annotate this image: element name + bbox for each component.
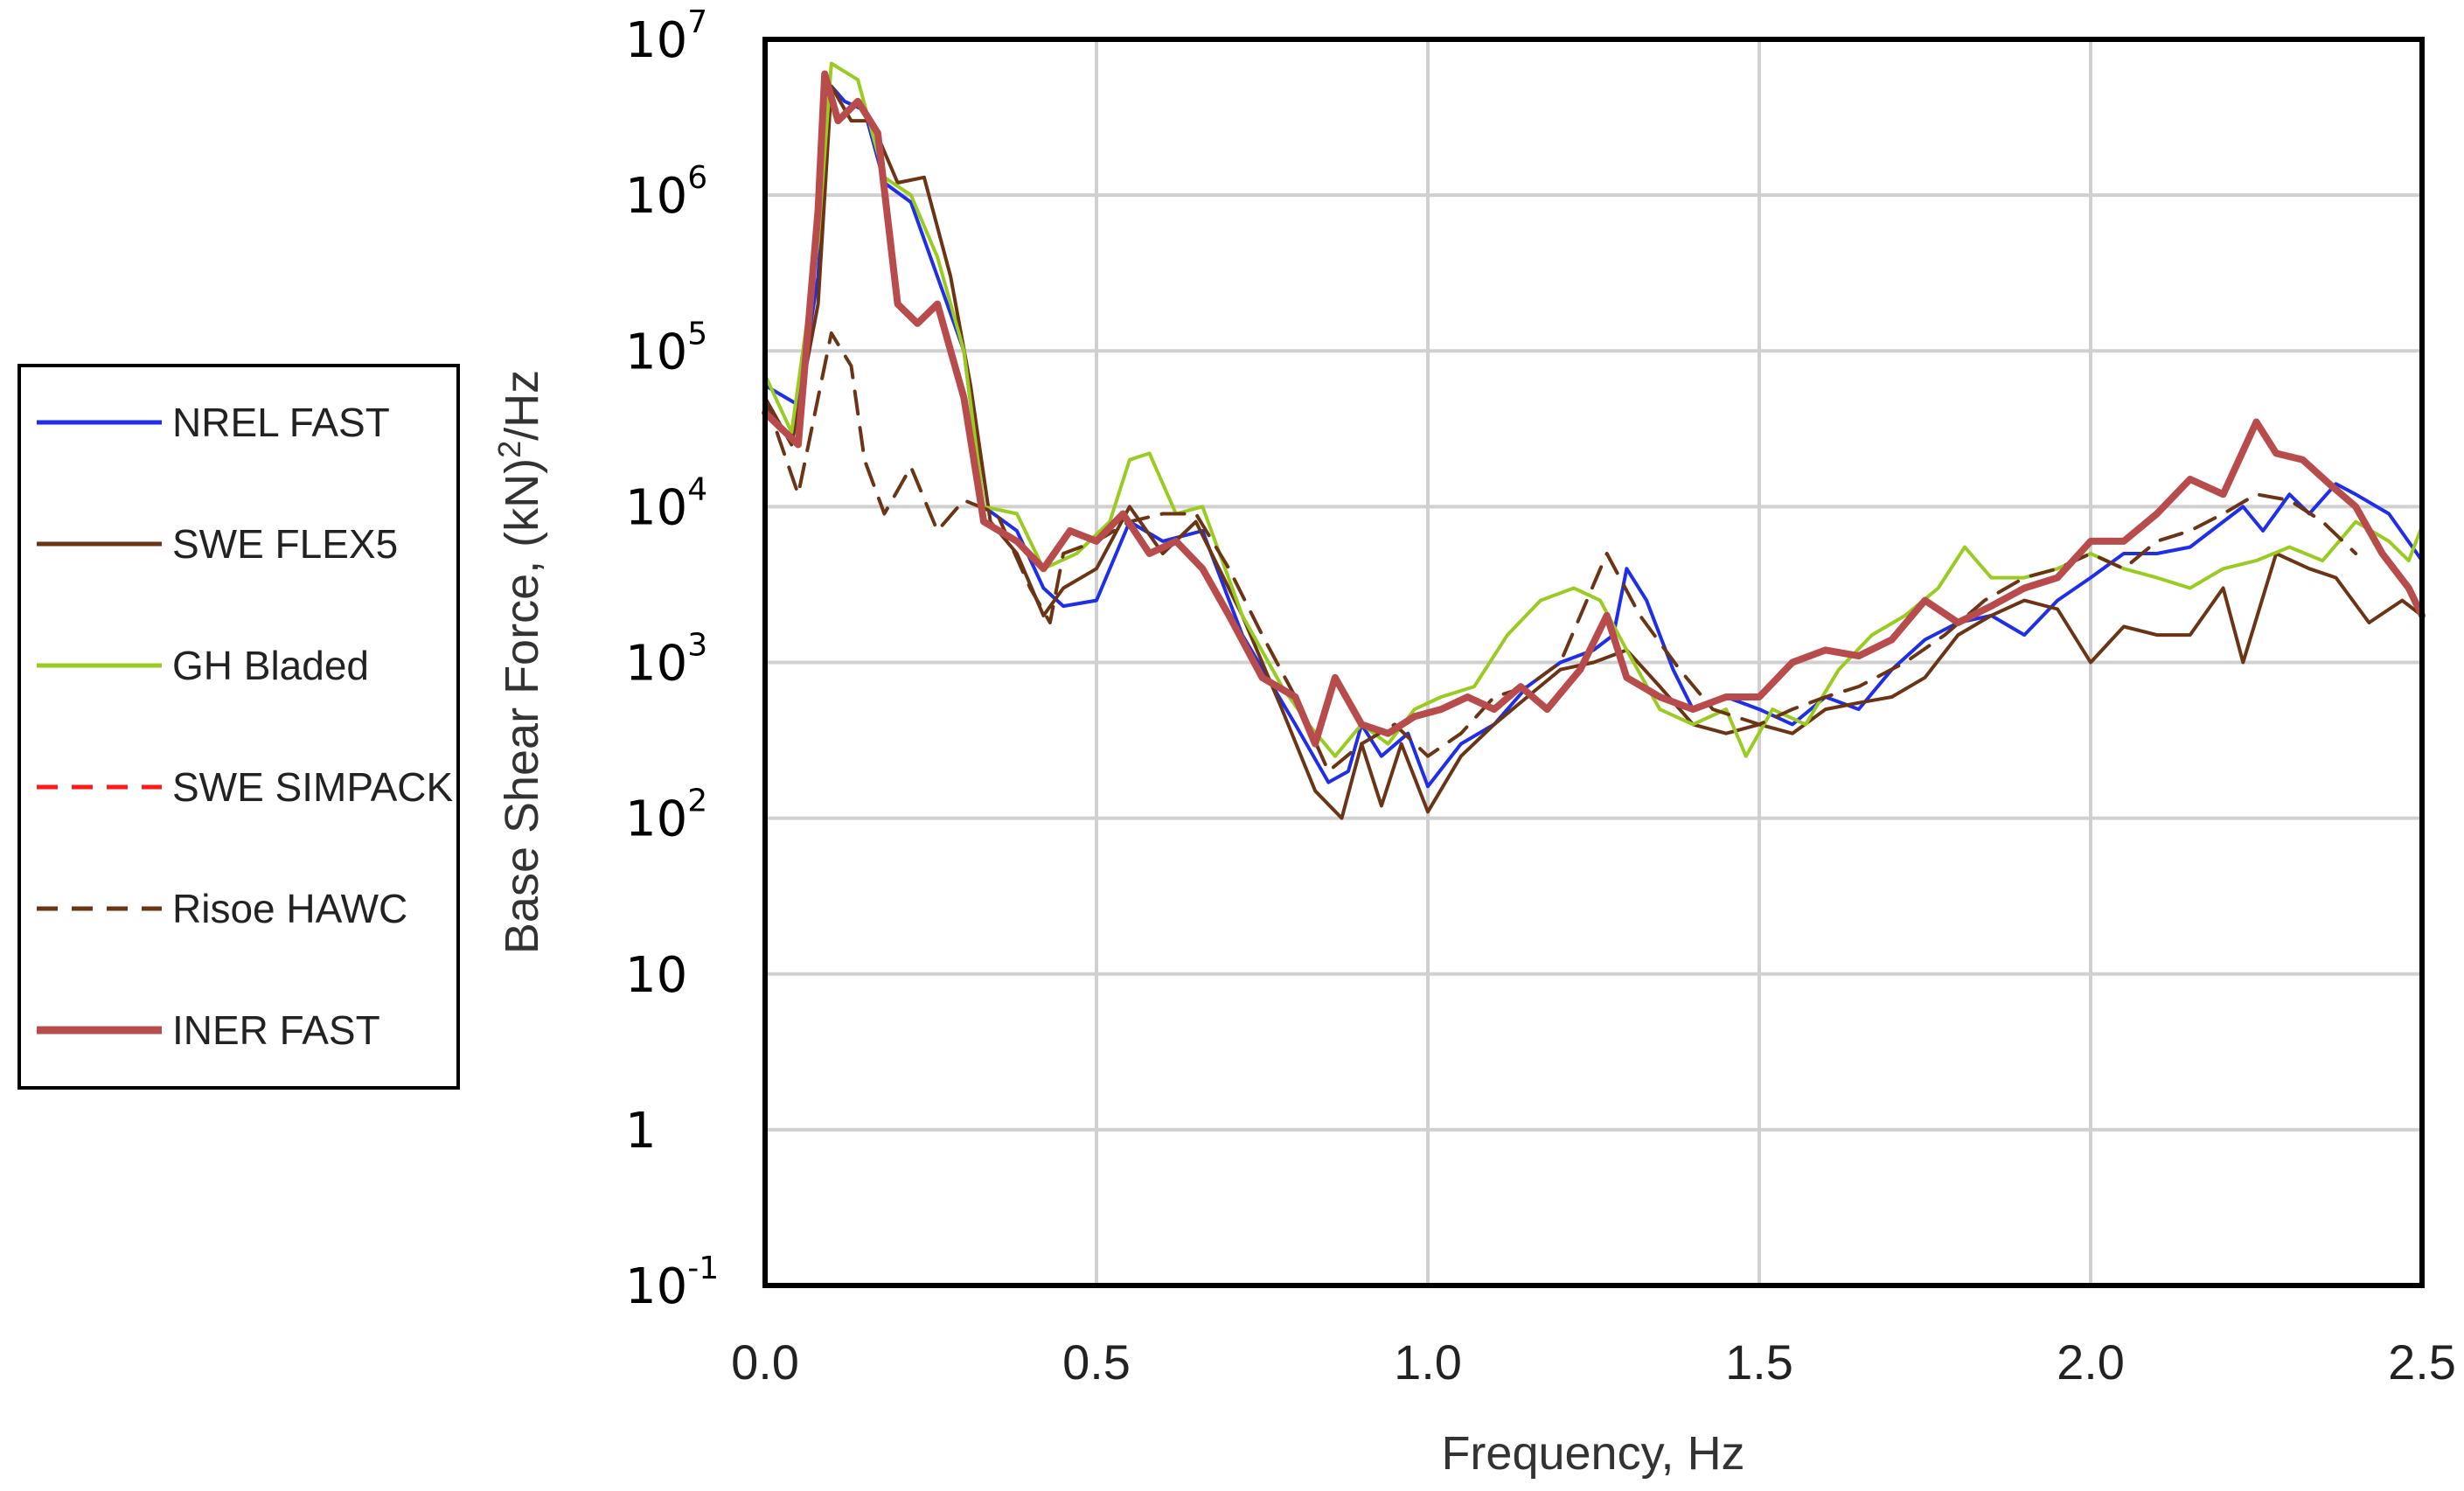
plot-frame bbox=[762, 37, 2425, 1288]
legend-item-iner-fast: INER FAST bbox=[37, 1007, 380, 1053]
y-tick-exponent: 7 bbox=[687, 4, 707, 40]
x-axis-label: Frequency, Hz bbox=[1441, 1427, 1744, 1480]
legend-item-gh-bladed: GH Bladed bbox=[37, 643, 369, 688]
y-tick-base: 10 bbox=[625, 168, 687, 225]
series-lines bbox=[762, 61, 2426, 820]
y-tick-label: 105 bbox=[625, 316, 707, 380]
legend-label: SWE SIMPACK bbox=[172, 764, 454, 810]
y-tick-base: 10 bbox=[625, 791, 687, 848]
legend: NREL FAST SWE FLEX5 GH Bladed SWE SIMPACK Ri… bbox=[17, 364, 460, 1090]
y-tick-base: 10 bbox=[625, 12, 687, 69]
y-tick-base: 10 bbox=[625, 479, 687, 536]
legend-label: GH Bladed bbox=[172, 643, 369, 688]
y-tick-exponent: 5 bbox=[687, 316, 707, 352]
y-tick-label: 1 bbox=[625, 1103, 657, 1160]
legend-label: Risoe HAWC bbox=[172, 886, 407, 931]
y-tick-label: 103 bbox=[625, 628, 707, 693]
y-tick-label: 106 bbox=[625, 160, 707, 225]
y-tick-label: 104 bbox=[625, 471, 707, 536]
y-tick-label: 10 bbox=[625, 947, 687, 1004]
y-tick-base: 10 bbox=[625, 636, 687, 693]
y-tick-label: 102 bbox=[625, 784, 707, 848]
legend-frame bbox=[17, 364, 460, 1090]
x-tick-label: 2.5 bbox=[2388, 1334, 2456, 1390]
series-line-gh-bladed bbox=[763, 61, 2424, 758]
series-line-iner-fast bbox=[762, 70, 2426, 748]
y-tick-exponent: 6 bbox=[687, 160, 707, 196]
legend-item-swe-simpack: SWE SIMPACK bbox=[37, 764, 454, 810]
y-tick-label: 107 bbox=[625, 4, 707, 69]
series-line-risoe-hawc bbox=[763, 331, 2358, 773]
y-tick-exponent: 2 bbox=[687, 784, 707, 819]
legend-item-risoe-hawc: Risoe HAWC bbox=[37, 886, 407, 931]
legend-items: NREL FAST SWE FLEX5 GH Bladed SWE SIMPACK Ri… bbox=[37, 400, 454, 1053]
x-tick-label: 0.0 bbox=[731, 1334, 799, 1390]
y-axis-label-main: Base Shear Force, (kN) bbox=[496, 458, 548, 954]
y-tick-exponent: 4 bbox=[687, 471, 707, 507]
y-tick-base: 1 bbox=[625, 1103, 657, 1160]
y-tick-label: 10-1 bbox=[625, 1251, 719, 1315]
y-axis-label-unit: /Hz bbox=[496, 370, 548, 441]
legend-item-nrel-fast: NREL FAST bbox=[37, 400, 390, 445]
x-tick-label: 0.5 bbox=[1062, 1334, 1131, 1390]
legend-item-swe-flex5: SWE FLEX5 bbox=[37, 521, 398, 567]
legend-label: NREL FAST bbox=[172, 400, 390, 445]
x-tick-labels: 0.0 0.5 1.0 1.5 2.0 2.5 bbox=[731, 1334, 2456, 1390]
y-tick-base: 10 bbox=[625, 947, 687, 1004]
legend-label: SWE FLEX5 bbox=[172, 521, 398, 567]
y-axis-label: Base Shear Force, (kN)2/Hz bbox=[491, 370, 548, 954]
x-tick-label: 2.0 bbox=[2057, 1334, 2125, 1390]
series-line-swe-flex5 bbox=[763, 84, 2424, 820]
y-tick-base: 10 bbox=[625, 1258, 687, 1315]
y-tick-base: 10 bbox=[625, 324, 687, 380]
x-tick-label: 1.0 bbox=[1394, 1334, 1462, 1390]
x-tick-label: 1.5 bbox=[1725, 1334, 1793, 1390]
y-tick-exponent: 3 bbox=[687, 628, 707, 664]
y-axis-label-superscript: 2 bbox=[491, 441, 527, 458]
y-tick-exponent: -1 bbox=[687, 1251, 719, 1286]
legend-label: INER FAST bbox=[172, 1007, 380, 1053]
